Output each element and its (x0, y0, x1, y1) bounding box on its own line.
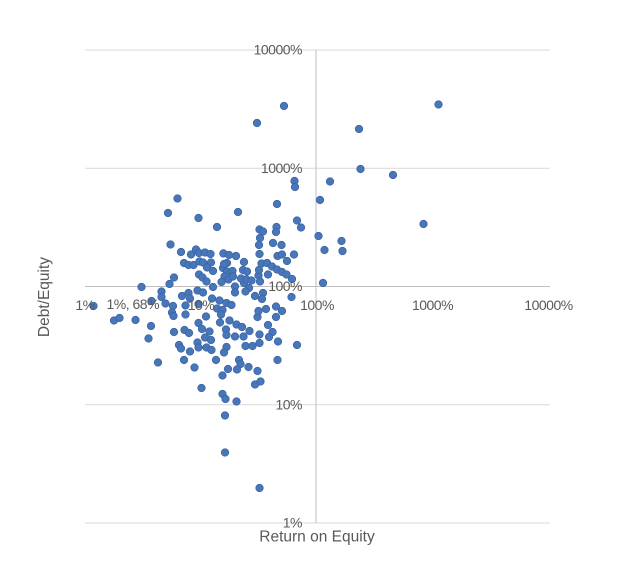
svg-text:10000%: 10000% (524, 297, 572, 313)
svg-text:10%: 10% (275, 396, 302, 412)
svg-text:Return on Equity: Return on Equity (259, 529, 375, 546)
svg-text:1000%: 1000% (261, 160, 302, 176)
svg-text:1000%: 1000% (412, 297, 453, 313)
svg-text:1%: 1% (283, 515, 302, 531)
svg-text:10000%: 10000% (254, 42, 302, 58)
svg-text:100%: 100% (300, 297, 334, 313)
svg-text:100%: 100% (268, 278, 302, 294)
svg-text:1%, 68%: 1%, 68% (107, 296, 160, 312)
svg-text:10%: 10% (188, 297, 215, 313)
svg-text:1%: 1% (75, 297, 94, 313)
svg-text:Debt/Equity: Debt/Equity (36, 257, 53, 337)
